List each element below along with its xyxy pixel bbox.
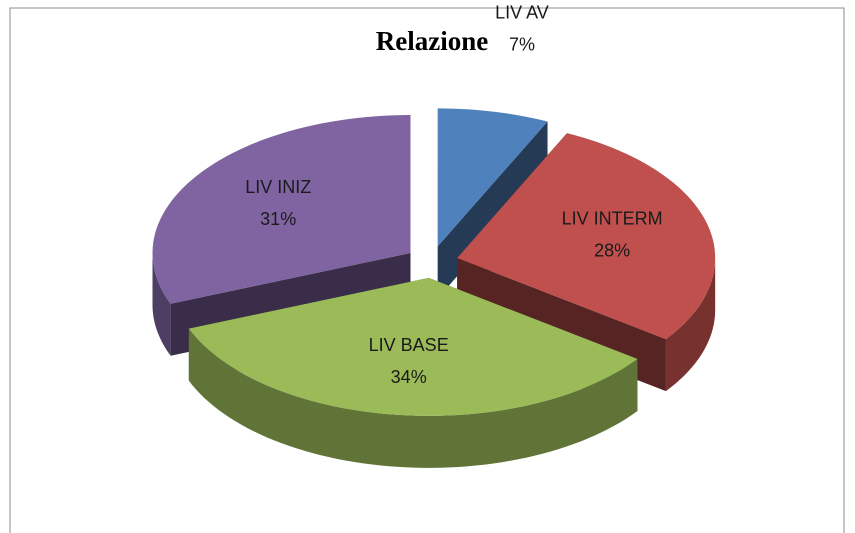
slice-value-label: 7%: [509, 35, 535, 55]
slice-wall: [152, 253, 171, 356]
slice-value-label: 31%: [260, 209, 296, 229]
chart-title: Relazione: [376, 26, 488, 56]
slice-top: [152, 115, 411, 304]
slice-label: LIV INTERM: [562, 209, 663, 229]
slice-label: LIV AV: [495, 3, 549, 23]
slice-top: [457, 133, 716, 340]
slice-top: [188, 277, 638, 416]
slice-top: [437, 108, 548, 247]
slice-value-label: 28%: [594, 241, 630, 261]
slice-wall: [188, 328, 638, 468]
slice-value-label: 34%: [391, 367, 427, 387]
slice-label: LIV BASE: [369, 335, 449, 355]
pie-slice: [188, 277, 638, 468]
slice-wall: [665, 258, 716, 392]
slice-label: LIV INIZ: [245, 177, 311, 197]
